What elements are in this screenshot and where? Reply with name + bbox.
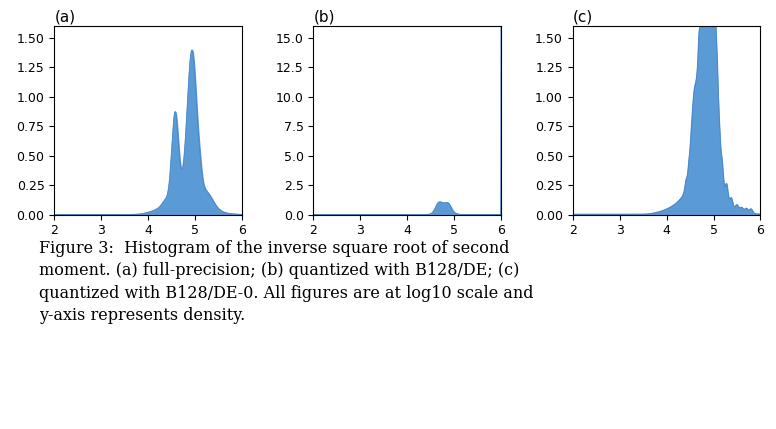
Text: (b): (b) [314,9,335,24]
Text: (c): (c) [573,9,593,24]
Text: (a): (a) [54,9,75,24]
Text: Figure 3:  Histogram of the inverse square root of second
moment. (a) full-preci: Figure 3: Histogram of the inverse squar… [39,240,533,324]
